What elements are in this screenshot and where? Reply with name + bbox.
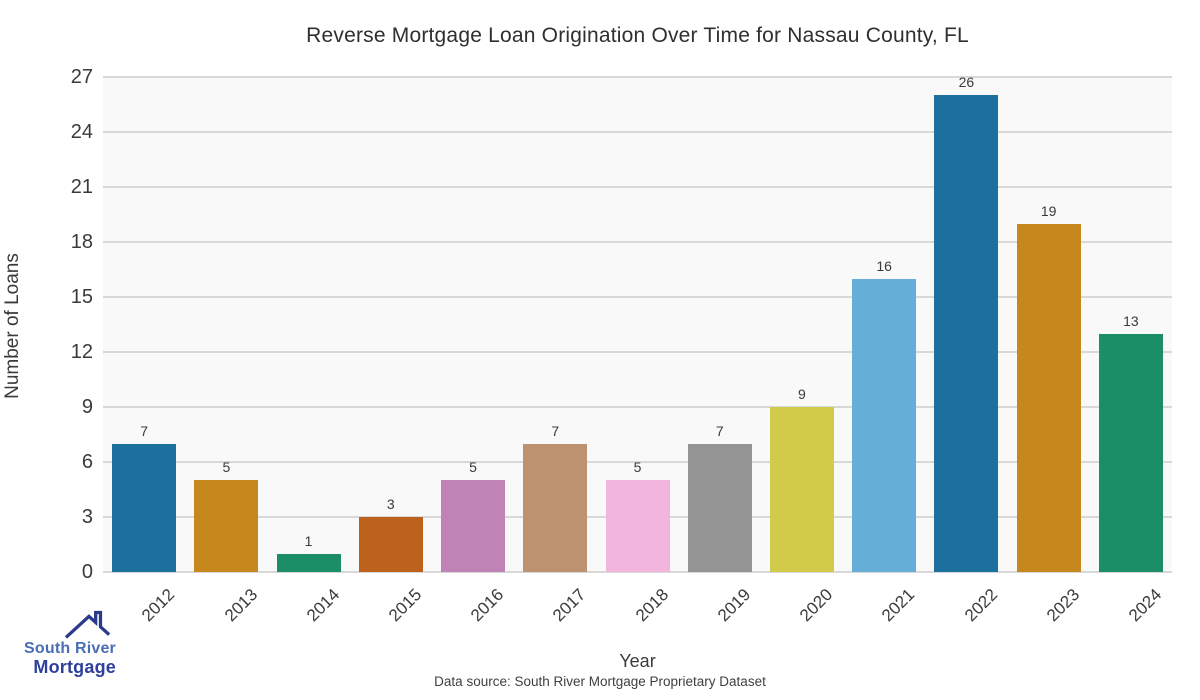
bar-2023 <box>1016 223 1081 572</box>
x-tick-label-2012: 2012 <box>138 585 179 626</box>
gridline-y-12 <box>103 351 1172 353</box>
bar-value-2013: 5 <box>222 459 231 476</box>
company-logo: South River Mortgage <box>16 610 116 677</box>
x-tick-label-2024: 2024 <box>1125 585 1166 626</box>
y-tick-label-18: 18 <box>70 231 93 253</box>
x-tick-label-2022: 2022 <box>960 585 1001 626</box>
x-tick-label-2019: 2019 <box>713 585 755 626</box>
y-tick-label-27: 27 <box>70 66 93 88</box>
gridline-y-24 <box>103 131 1172 133</box>
x-tick-label-2015: 2015 <box>385 585 426 626</box>
y-tick-label-3: 3 <box>81 506 93 528</box>
x-tick-label-2013: 2013 <box>220 585 261 626</box>
x-tick-label-2021: 2021 <box>878 585 919 626</box>
x-axis-label: Year <box>619 651 656 671</box>
bar-value-2019: 7 <box>715 422 724 439</box>
x-tick-label-2017: 2017 <box>549 585 590 626</box>
bar-value-2020: 9 <box>798 386 806 402</box>
gridline-y-21 <box>103 186 1172 188</box>
bar-value-2012: 7 <box>140 422 148 439</box>
bar-2016 <box>441 480 506 572</box>
roof-path <box>64 610 111 639</box>
bar-2015 <box>358 517 423 572</box>
house-roof-icon <box>64 610 111 639</box>
bar-2024 <box>1098 333 1163 572</box>
bar-value-2014: 1 <box>304 532 313 549</box>
x-tick-label-2018: 2018 <box>631 585 672 626</box>
bar-2021 <box>852 278 917 572</box>
gridline-y-15 <box>103 296 1172 298</box>
y-tick-label-24: 24 <box>70 121 93 143</box>
y-tick-label-12: 12 <box>70 341 93 363</box>
bar-2019 <box>687 443 752 572</box>
logo-text-south-river: South River <box>24 640 116 657</box>
bar-2018 <box>605 480 670 572</box>
logo-text-mortgage: Mortgage <box>33 657 116 677</box>
gridline-y-27 <box>103 76 1172 78</box>
x-tick-label-2016: 2016 <box>467 585 508 626</box>
bar-value-2023: 19 <box>1040 202 1057 219</box>
bar-value-2021: 16 <box>876 257 892 274</box>
y-tick-label-6: 6 <box>81 451 93 473</box>
bar-2012 <box>112 443 177 572</box>
bar-2020 <box>769 407 834 572</box>
gridline-y-9 <box>103 406 1172 408</box>
x-tick-label-2023: 2023 <box>1042 585 1084 626</box>
y-tick-label-9: 9 <box>81 396 93 418</box>
x-tick-label-2020: 2020 <box>796 585 837 626</box>
bar-value-2017: 7 <box>551 422 560 439</box>
bar-2014 <box>276 553 341 572</box>
y-tick-label-0: 0 <box>81 561 93 583</box>
gridline-y-18 <box>103 241 1172 243</box>
data-source-note: Data source: South River Mortgage Propri… <box>434 674 766 689</box>
gridline-y-6 <box>103 461 1172 463</box>
bar-value-2015: 3 <box>386 496 395 512</box>
bar-2022 <box>934 95 999 572</box>
gridline-y-0 <box>103 571 1172 573</box>
plot-area: 7 5 1 3 5 7 5 7 9 16 26 19 13 <box>103 74 1172 573</box>
bar-2017 <box>523 443 588 572</box>
x-tick-label-2014: 2014 <box>302 585 343 626</box>
bar-value-2018: 5 <box>633 459 642 476</box>
bar-value-2024: 13 <box>1123 312 1139 329</box>
chart-title: Reverse Mortgage Loan Origination Over T… <box>306 24 969 47</box>
y-tick-label-21: 21 <box>70 176 93 198</box>
bar-value-2022: 26 <box>958 74 975 91</box>
y-tick-label-15: 15 <box>70 286 93 308</box>
bar-value-2016: 5 <box>469 459 477 476</box>
bar-2013 <box>194 480 259 572</box>
